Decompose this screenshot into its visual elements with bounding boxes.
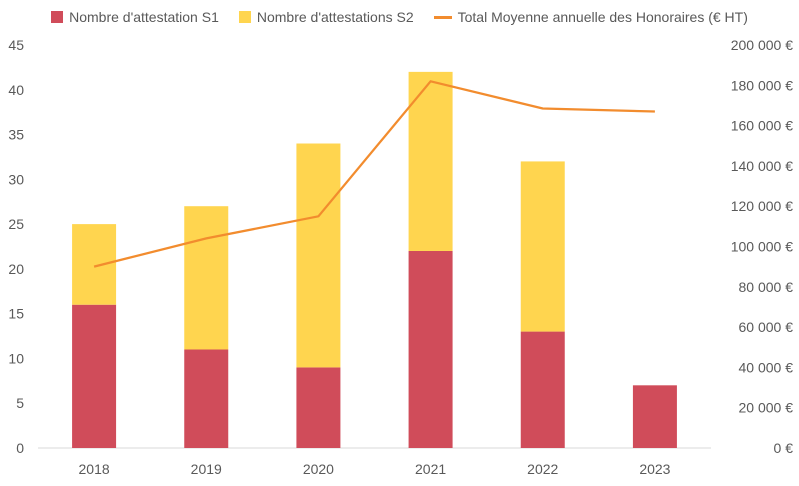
x-tick-label: 2019	[191, 461, 222, 477]
line-series-honoraires	[93, 80, 655, 268]
y-tick-label: 25	[8, 216, 24, 232]
y-tick-label: 30	[8, 171, 24, 187]
bar-s2	[408, 71, 453, 251]
y-tick-label: 0	[16, 440, 24, 456]
bar-s2	[72, 224, 117, 305]
x-tick-label: 2018	[79, 461, 110, 477]
y-tick-label: 15	[8, 306, 24, 322]
bar-s2	[296, 143, 341, 368]
y2-tick-label: 20 000 €	[739, 400, 794, 416]
legend-label-s1: Nombre d'attestation S1	[69, 9, 219, 25]
y-tick-label: 10	[8, 350, 24, 366]
legend-item-line: Total Moyenne annuelle des Honoraires (€…	[433, 6, 748, 28]
bar-s1	[520, 331, 565, 448]
y-tick-label: 20	[8, 261, 24, 277]
bar-s1	[408, 250, 453, 448]
x-tick-label: 2020	[303, 461, 334, 477]
y-tick-label: 5	[16, 395, 24, 411]
y2-tick-label: 120 000 €	[731, 198, 793, 214]
y2-tick-label: 180 000 €	[731, 77, 793, 93]
y2-tick-label: 140 000 €	[731, 158, 793, 174]
y2-tick-label: 160 000 €	[731, 118, 793, 134]
bar-s1	[632, 385, 677, 448]
bar-s2	[520, 161, 565, 332]
legend-label-line: Total Moyenne annuelle des Honoraires (€…	[457, 9, 748, 25]
legend-item-s2: Nombre d'attestations S2	[238, 6, 414, 28]
bar-s2	[184, 206, 229, 350]
x-tick-label: 2022	[527, 461, 558, 477]
legend-swatch-s2	[238, 11, 251, 23]
chart-legend: Nombre d'attestation S1 Nombre d'attesta…	[0, 6, 799, 28]
legend-item-s1: Nombre d'attestation S1	[51, 6, 219, 28]
y-tick-label: 40	[8, 82, 24, 98]
y2-tick-label: 60 000 €	[739, 319, 794, 335]
y2-tick-label: 0 €	[774, 440, 794, 456]
bar-s1	[184, 349, 229, 448]
axes-group: 0 5 10 15 20 25 30 35 40 45 0 € 20 000 € 40 000 € 60 …	[8, 37, 793, 477]
x-tick-label: 2023	[639, 461, 670, 477]
legend-swatch-s1	[51, 11, 64, 23]
y-tick-label: 35	[8, 127, 24, 143]
y2-tick-label: 40 000 €	[739, 359, 794, 375]
y2-tick-label: 80 000 €	[739, 279, 794, 295]
legend-swatch-line	[433, 15, 452, 19]
legend-label-s2: Nombre d'attestations S2	[256, 9, 414, 25]
bar-s1	[296, 367, 341, 448]
line-group	[93, 80, 655, 268]
x-tick-label: 2021	[415, 461, 446, 477]
y2-tick-label: 200 000 €	[731, 37, 793, 53]
y-tick-label: 45	[8, 37, 24, 53]
bars-group	[72, 71, 677, 448]
y2-tick-label: 100 000 €	[731, 239, 793, 255]
bar-s1	[72, 304, 117, 448]
